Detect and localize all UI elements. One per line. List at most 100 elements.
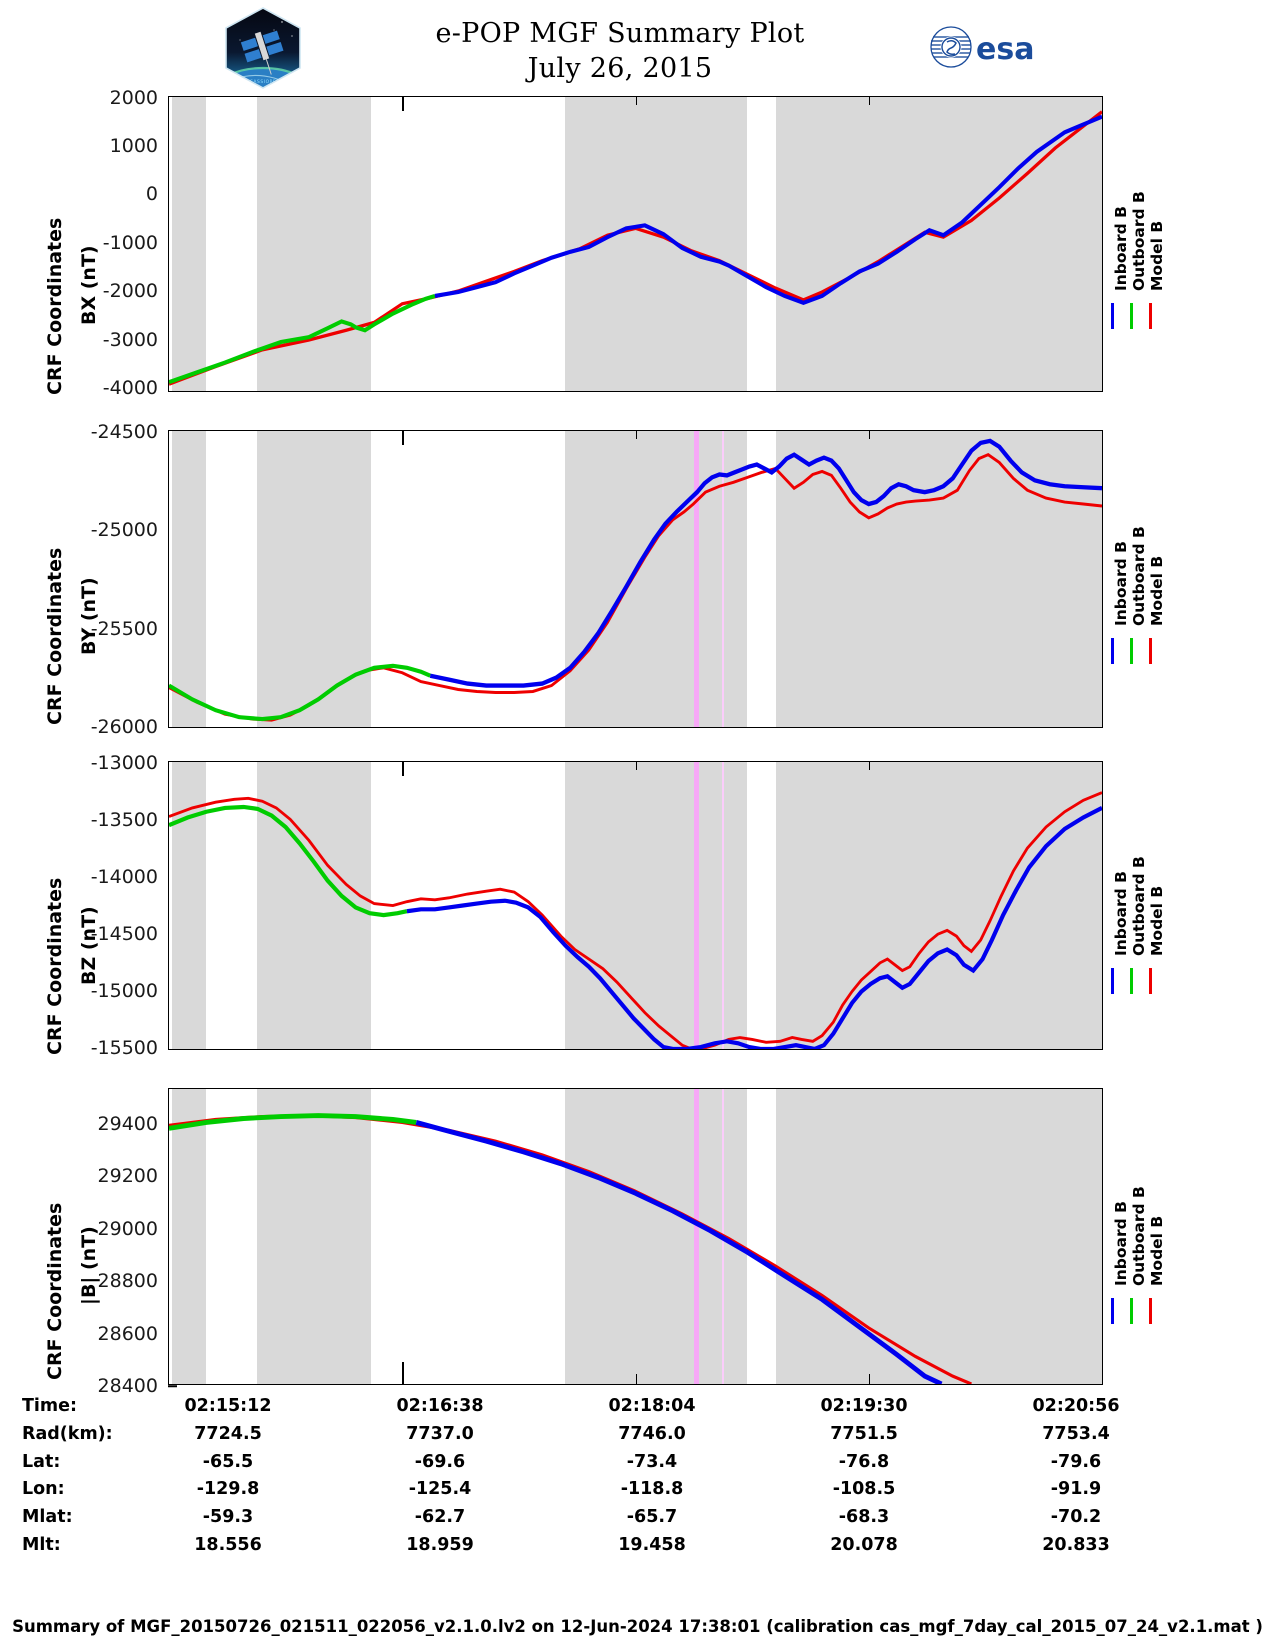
cell-mlat-3: -68.3	[838, 1507, 890, 1528]
ephemeris-table: Time: 02:15:12 02:16:38 02:18:04 02:19:3…	[0, 1393, 1275, 1560]
curve-model-bz	[169, 791, 1102, 1049]
legend-label-inboard: Inboard B	[1112, 541, 1130, 626]
xtick-mark	[635, 431, 637, 439]
xtick-mark	[868, 97, 871, 105]
legend-label-outboard: Outboard B	[1130, 191, 1148, 291]
cell-rad-0: 7724.5	[194, 1423, 262, 1444]
shaded-band	[776, 762, 1102, 1049]
title-line-2: July 26, 2015	[527, 53, 713, 85]
curves-bz	[169, 791, 1102, 1049]
cell-lat-0: -65.5	[202, 1451, 254, 1472]
ytick-label-btot-3: 28800	[97, 1270, 158, 1292]
xtick-mark	[402, 1362, 404, 1384]
row-label-time: Time:	[22, 1396, 78, 1416]
row-label-rad: Rad(km):	[22, 1423, 113, 1444]
curves-btot	[169, 1113, 972, 1384]
cell-time-2: 02:18:04	[608, 1396, 696, 1416]
cell-time-3: 02:19:30	[820, 1396, 908, 1416]
cell-mlt-4: 20.833	[1042, 1534, 1110, 1555]
ytick-label-bx-1: 1000	[109, 135, 158, 157]
event-marker-line	[694, 431, 700, 727]
xtick-mark	[402, 431, 404, 445]
cell-mlat-0: -59.3	[202, 1507, 254, 1528]
event-marker-line	[722, 762, 725, 1049]
shaded-band	[564, 762, 748, 1049]
legend-swatch-model	[1149, 1298, 1152, 1324]
curve-outboard-bx	[169, 293, 436, 385]
cell-lon-3: -108.5	[832, 1479, 896, 1500]
cell-time-1: 02:16:38	[396, 1396, 484, 1416]
legend-swatch-outboard	[1130, 638, 1133, 664]
ytick-label-bz-1: -13500	[90, 809, 158, 831]
row-label-lon: Lon:	[22, 1479, 65, 1500]
axis-title-bz-unit: BZ (nT)	[78, 906, 100, 985]
ytick-label-btot-4: 28600	[97, 1323, 158, 1345]
ytick-label-btot-5: 28400	[97, 1375, 158, 1397]
event-marker-line	[694, 1089, 700, 1384]
plot-area-bz	[169, 762, 1102, 1049]
xtick-mark	[635, 97, 637, 105]
cell-mlt-0: 18.556	[194, 1534, 262, 1555]
cell-mlat-2: -65.7	[626, 1507, 678, 1528]
table-row-time: Time: 02:15:12 02:16:38 02:18:04 02:19:3…	[22, 1393, 1182, 1421]
ytick-label-bx-4: -2000	[102, 280, 158, 302]
cell-lon-2: -118.8	[620, 1479, 684, 1500]
axis-title-bz: CRF Coordinates	[44, 877, 66, 1055]
plot-area-btot	[169, 1089, 1102, 1384]
xtick-mark	[868, 1374, 871, 1384]
page-header: CASSIOPE e-POP MGF Summary Plot July 26,…	[0, 0, 1275, 92]
cell-lat-2: -73.4	[626, 1451, 678, 1472]
event-marker-line	[722, 431, 725, 727]
legend-label-model: Model B	[1148, 1215, 1166, 1286]
cell-mlt-2: 19.458	[618, 1534, 686, 1555]
ytick-label-bz-5: -15500	[90, 1037, 158, 1059]
table-row-rad: Rad(km): 7724.5 7737.0 7746.0 7751.5 775…	[22, 1421, 1182, 1449]
esa-wordmark: esa	[976, 32, 1034, 67]
ytick-label-bz-3: -14500	[90, 923, 158, 945]
cell-mlt-3: 20.078	[830, 1534, 898, 1555]
plot-panel-bx[interactable]	[168, 96, 1103, 392]
curve-inboard-by	[429, 438, 1102, 688]
cell-rad-4: 7753.4	[1042, 1423, 1110, 1444]
cell-time-0: 02:15:12	[184, 1396, 272, 1416]
ytick-label-btot-2: 29000	[97, 1218, 158, 1240]
legend-label-outboard: Outboard B	[1130, 526, 1148, 626]
curve-outboard-bz	[169, 804, 408, 918]
ytick-label-bx-2: 0	[145, 183, 158, 205]
legend-swatch-model	[1149, 303, 1152, 329]
page-title: e-POP MGF Summary Plot July 26, 2015	[330, 16, 910, 86]
cell-mlat-1: -62.7	[414, 1507, 466, 1528]
cell-rad-1: 7737.0	[406, 1423, 474, 1444]
svg-text:CASSIOPE: CASSIOPE	[250, 79, 277, 85]
plot-area-bx	[169, 97, 1102, 391]
row-label-mlt: Mlt:	[22, 1534, 61, 1555]
plot-area-by	[169, 431, 1102, 727]
legend-label-inboard: Inboard B	[1112, 871, 1130, 956]
plot-panel-by[interactable]	[168, 430, 1103, 728]
xtick-mark	[635, 1374, 637, 1384]
table-row-lon: Lon: -129.8 -125.4 -118.8 -108.5 -91.9	[22, 1476, 1182, 1504]
legend-label-model: Model B	[1148, 885, 1166, 956]
cell-lon-4: -91.9	[1050, 1479, 1102, 1500]
ytick-label-bx-3: -1000	[102, 232, 158, 254]
ytick-label-bz-2: -14000	[90, 866, 158, 888]
cell-mlat-4: -70.2	[1050, 1507, 1102, 1528]
table-row-lat: Lat: -65.5 -69.6 -73.4 -76.8 -79.6	[22, 1449, 1182, 1477]
curve-outboard-btot	[169, 1113, 417, 1131]
legend-swatch-outboard	[1130, 968, 1133, 994]
ytick-label-btot-1: 29200	[97, 1165, 158, 1187]
ytick-label-bz-4: -15000	[90, 980, 158, 1002]
ytick-mark-btot-5	[168, 1385, 177, 1387]
cell-lat-1: -69.6	[414, 1451, 466, 1472]
legend-swatch-model	[1149, 638, 1152, 664]
plot-panel-bz[interactable]	[168, 761, 1103, 1050]
shaded-band	[171, 431, 207, 727]
curve-model-btot	[169, 1113, 972, 1384]
shaded-band	[171, 97, 207, 391]
xtick-mark	[402, 97, 404, 111]
plot-panel-btot[interactable]	[168, 1088, 1103, 1385]
curve-model-by	[169, 453, 1102, 722]
ytick-label-by-3: -26000	[90, 716, 158, 738]
footer-caption: Summary of MGF_20150726_021511_022056_v2…	[12, 1617, 1263, 1636]
cell-time-4: 02:20:56	[1032, 1396, 1120, 1416]
